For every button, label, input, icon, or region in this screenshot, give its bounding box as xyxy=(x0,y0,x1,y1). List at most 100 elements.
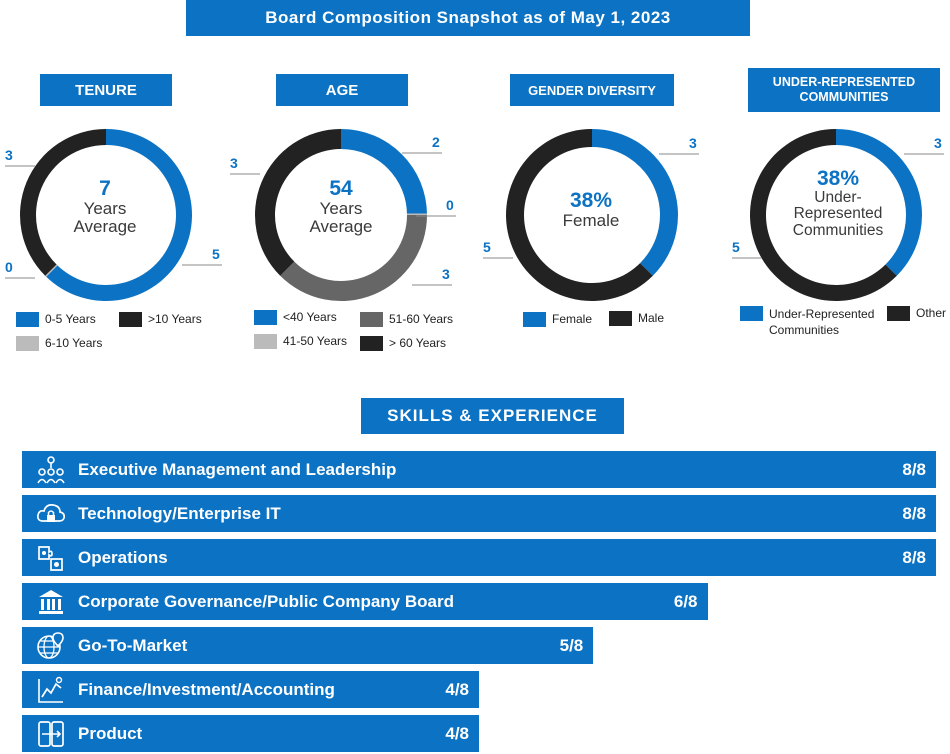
legend-label: 41-50 Years xyxy=(283,334,348,348)
urc-center-line1: Under- xyxy=(814,189,862,207)
skill-label: Go-To-Market xyxy=(78,636,188,655)
skill-value-label: 5/8 xyxy=(559,636,584,655)
legend-label: Other xyxy=(916,306,947,320)
donut-slice xyxy=(45,129,193,301)
tenure-donut: 5 0 3 xyxy=(5,129,222,301)
age-title: AGE xyxy=(276,74,408,106)
legend-label: 6-10 Years xyxy=(45,336,103,350)
donut-value-label: 3 xyxy=(934,135,942,151)
globe-pin-icon xyxy=(36,631,66,661)
skill-value-label: 8/8 xyxy=(902,460,926,479)
urc-legend-item: Under-Represented Communities xyxy=(740,306,874,338)
tenure-legend-item: >10 Years xyxy=(119,312,202,327)
skill-bar: Corporate Governance/Public Company Boar… xyxy=(22,583,708,620)
legend-label-line1: Under-Represented xyxy=(769,307,875,321)
skill-label: Executive Management and Leadership xyxy=(78,460,397,479)
donut-slice xyxy=(836,129,922,276)
skill-bar: Executive Management and Leadership 8/8 xyxy=(22,451,936,488)
operations-puzzle-icon xyxy=(36,543,66,573)
legend-label: Female xyxy=(552,312,593,326)
urc-donut: 35 xyxy=(732,129,944,301)
urc-title-line2: COMMUNITIES xyxy=(799,90,889,104)
government-building-icon xyxy=(36,587,66,617)
legend-swatch-lightgray xyxy=(254,334,277,349)
legend-label: >10 Years xyxy=(148,312,202,326)
gender-center-label: 38% Female xyxy=(541,189,641,231)
skill-label: Operations xyxy=(78,548,168,567)
legend-label: Under-Represented Communities xyxy=(769,306,874,338)
donut-slice xyxy=(280,215,427,301)
age-legend-item: 51-60 Years xyxy=(360,312,453,327)
legend-swatch-gray xyxy=(360,312,383,327)
cloud-lock-icon xyxy=(36,499,66,529)
tenure-center-line1: Years xyxy=(83,199,127,219)
gender-donut: 35 xyxy=(483,129,699,301)
donut-slice xyxy=(750,129,897,301)
legend-swatch-blue xyxy=(254,310,277,325)
gender-legend-item: Female xyxy=(523,312,592,327)
tenure-title: TENURE xyxy=(40,74,172,106)
urc-center-label: 38% Under- Represented Communities xyxy=(778,167,898,239)
age-legend-item: <40 Years xyxy=(254,310,337,325)
legend-swatch-blue xyxy=(523,312,546,327)
legend-label: 51-60 Years xyxy=(389,312,454,326)
tenure-legend-item: 0-5 Years xyxy=(16,312,96,327)
donut-value-label: 0 xyxy=(5,259,13,275)
age-legend-item: > 60 Years xyxy=(360,336,446,351)
people-network-icon xyxy=(36,455,66,485)
donut-slice xyxy=(506,129,653,301)
urc-title-line1: UNDER-REPRESENTED xyxy=(772,75,916,89)
legend-label: 0-5 Years xyxy=(45,312,96,326)
skill-label: Product xyxy=(78,724,143,743)
donut-value-label: 3 xyxy=(5,147,13,163)
urc-center-line2: Represented xyxy=(793,205,883,223)
skill-bar: Product 4/8 xyxy=(22,715,479,752)
finance-chart-icon xyxy=(36,675,66,705)
age-center-line1: Years xyxy=(319,199,363,219)
donut-slice xyxy=(255,129,341,276)
donut-value-label: 3 xyxy=(230,155,238,171)
tenure-center-label: 7 Years Average xyxy=(55,177,155,236)
tenure-chart: TENURE 5 0 3 7 Years Average 0-5 Years >10… xyxy=(0,60,237,360)
skill-value-label: 8/8 xyxy=(902,548,926,567)
legend-swatch-black xyxy=(887,306,910,321)
gender-center-line1: Female xyxy=(562,211,620,231)
skill-value-label: 6/8 xyxy=(673,592,698,611)
skill-bar: Go-To-Market 5/8 xyxy=(22,627,594,664)
skill-value-label: 4/8 xyxy=(445,680,469,699)
skill-bar: Finance/Investment/Accounting 4/8 xyxy=(22,671,479,708)
tenure-legend-item: 6-10 Years xyxy=(16,336,102,351)
donut-value-label: 0 xyxy=(446,197,454,213)
legend-label: Male xyxy=(638,311,665,325)
legend-swatch-black xyxy=(119,312,142,327)
skill-value-label: 4/8 xyxy=(445,724,469,743)
skills-experience-title: SKILLS & EXPERIENCE xyxy=(361,398,624,434)
legend-swatch-blue xyxy=(16,312,39,327)
age-legend-item: 41-50 Years xyxy=(254,334,347,349)
donut-value-label: 5 xyxy=(212,246,220,262)
tenure-average-value: 7 xyxy=(99,177,111,200)
donut-slice xyxy=(592,129,678,276)
legend-swatch-lightgray xyxy=(16,336,39,351)
age-center-label: 54 Years Average xyxy=(291,177,391,236)
donut-value-label: 3 xyxy=(689,135,697,151)
donut-slice xyxy=(20,129,107,276)
legend-label: <40 Years xyxy=(283,310,337,324)
age-center-line2: Average xyxy=(309,216,373,236)
skill-label: Corporate Governance/Public Company Boar… xyxy=(78,592,454,611)
legend-label-line2: Communities xyxy=(769,323,840,337)
urc-title: UNDER-REPRESENTED COMMUNITIES xyxy=(748,68,940,112)
legend-swatch-blue xyxy=(740,306,763,321)
urc-legend-item: Other xyxy=(887,306,946,321)
page-title: Board Composition Snapshot as of May 1, … xyxy=(186,0,750,36)
donut-value-label: 2 xyxy=(432,134,440,150)
skill-label: Finance/Investment/Accounting xyxy=(78,680,335,699)
skill-bar: Operations 8/8 xyxy=(22,539,936,576)
skill-value-label: 8/8 xyxy=(902,504,926,523)
skill-label: Technology/Enterprise IT xyxy=(78,504,281,523)
legend-label: > 60 Years xyxy=(389,336,447,350)
donut-value-label: 5 xyxy=(483,239,491,255)
